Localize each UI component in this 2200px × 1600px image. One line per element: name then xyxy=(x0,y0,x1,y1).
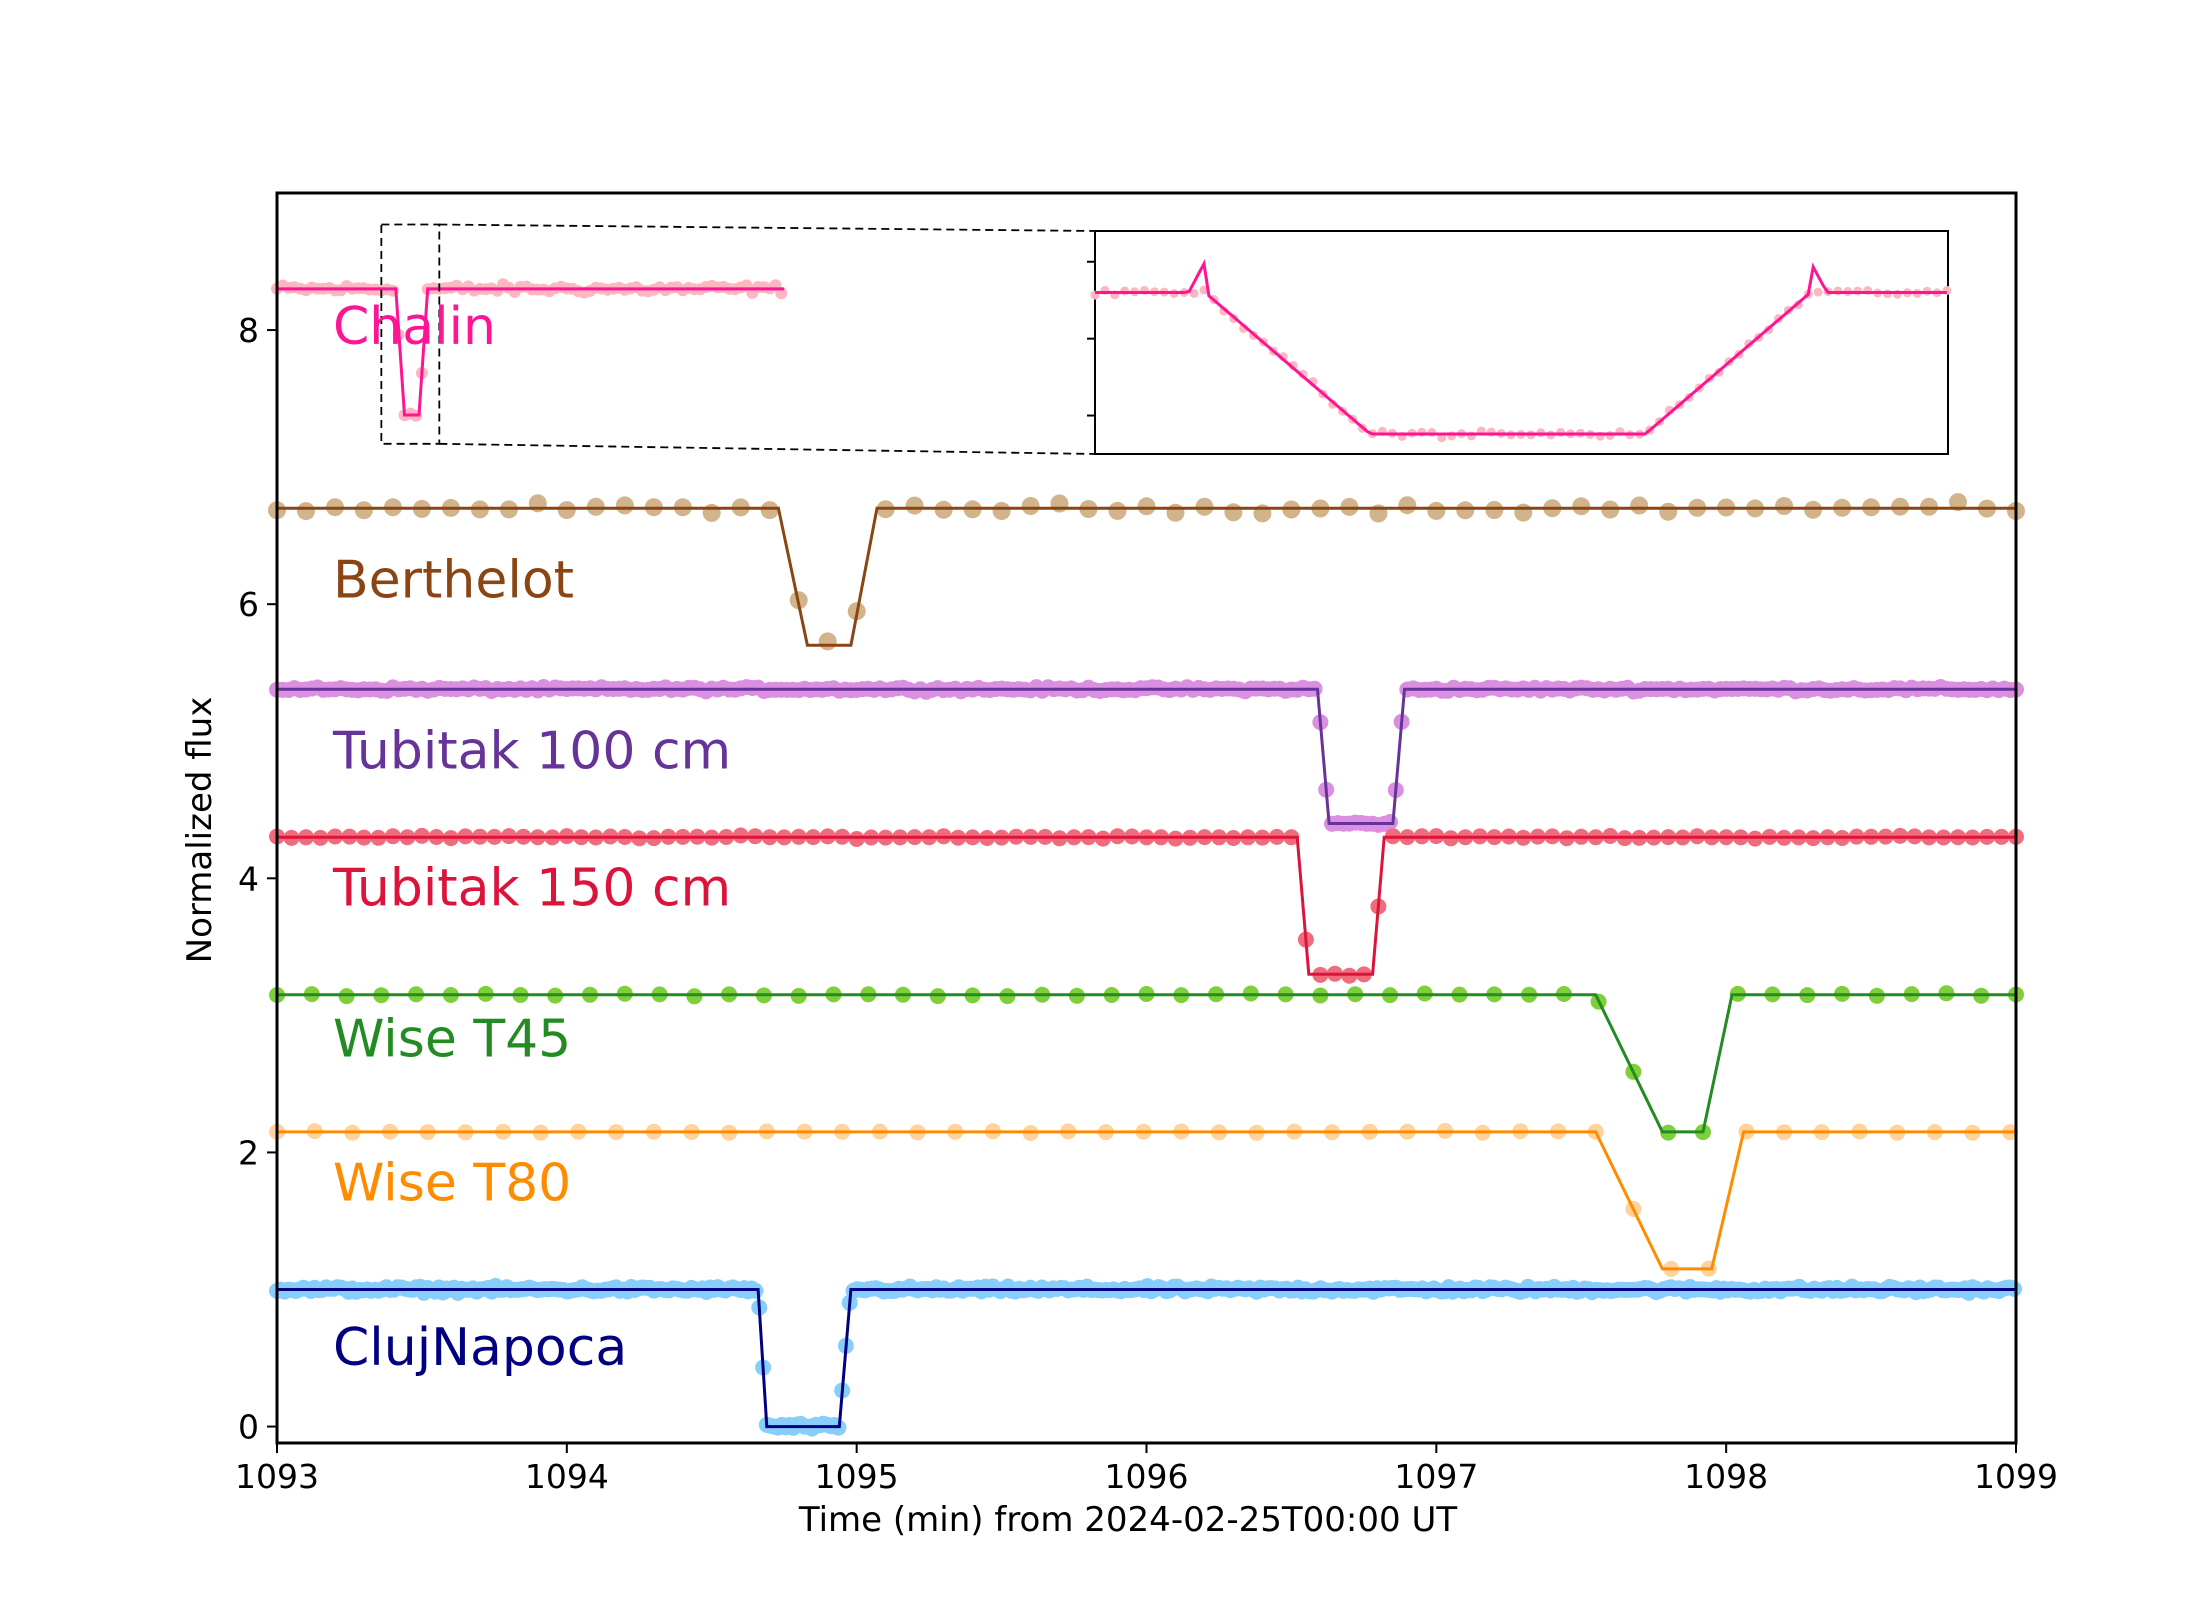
model-line xyxy=(277,1288,2016,1429)
model-line xyxy=(277,1130,2016,1271)
series-label: Wise T45 xyxy=(333,1010,571,1070)
x-tick-label: 1095 xyxy=(815,1457,899,1496)
y-tick-label: 0 xyxy=(238,1408,259,1447)
data-point xyxy=(1021,497,1040,515)
data-point xyxy=(1224,503,1243,522)
y-tick-label: 2 xyxy=(238,1133,259,1172)
zoom-region-box xyxy=(380,223,441,445)
data-point xyxy=(1050,494,1069,513)
series-tubitak-100-cm xyxy=(269,679,2024,833)
data-point xyxy=(934,500,953,519)
data-point xyxy=(1166,503,1185,522)
data-point xyxy=(557,501,576,520)
data-point xyxy=(297,502,315,521)
series-tubitak-150-cm xyxy=(269,827,2024,984)
zoom-connector-bottom xyxy=(439,442,1096,455)
x-tick-label: 1093 xyxy=(235,1457,319,1496)
model-line xyxy=(277,287,785,417)
y-tick-label: 4 xyxy=(238,859,259,898)
data-point xyxy=(1398,496,1417,515)
data-point xyxy=(615,496,634,515)
series-clujnapoca xyxy=(269,1277,2022,1437)
data-point xyxy=(1949,493,1967,512)
inset-data-point xyxy=(1120,286,1130,296)
data-point xyxy=(848,831,865,847)
series-labels: Chalin Berthelot Tubitak 100 cm Tubitak 150… xyxy=(332,297,731,1378)
zoom-inset xyxy=(380,223,1952,455)
series-label: Chalin xyxy=(333,297,496,357)
series-wise-t80 xyxy=(269,1122,2019,1277)
data-point xyxy=(1137,497,1156,516)
inset-data-point xyxy=(1189,288,1199,298)
model-line xyxy=(277,506,2016,647)
x-axis-title: Time (min) from 2024-02-25T00:00 UT xyxy=(798,1500,1457,1540)
x-tick-label: 1097 xyxy=(1394,1457,1478,1496)
data-point xyxy=(1427,501,1446,520)
plot-area xyxy=(268,278,2025,1437)
inset-data-point xyxy=(1556,427,1566,437)
series-label: ClujNapoca xyxy=(333,1318,627,1378)
data-point xyxy=(732,827,749,844)
data-point xyxy=(992,502,1011,520)
x-tick-label: 1094 xyxy=(525,1457,609,1496)
model-line xyxy=(277,993,2016,1134)
x-tick-label: 1099 xyxy=(1974,1457,2058,1496)
y-tick-label: 8 xyxy=(238,311,259,350)
data-point xyxy=(1804,500,1823,519)
data-point xyxy=(760,501,779,520)
data-point xyxy=(354,501,373,520)
model-line xyxy=(277,687,2016,825)
series-berthelot xyxy=(268,493,2025,651)
data-point xyxy=(1659,502,1678,521)
y-axis-title: Normalized flux xyxy=(180,697,220,964)
data-point xyxy=(1108,501,1127,520)
series-wise-t45 xyxy=(269,985,2024,1141)
inset-data-point xyxy=(1427,427,1437,437)
data-point xyxy=(1572,497,1591,516)
inset-data-point xyxy=(1813,287,1823,297)
data-point xyxy=(905,496,924,515)
data-point xyxy=(1775,497,1794,515)
data-point xyxy=(702,503,721,522)
model-line xyxy=(277,835,2016,976)
zoom-connector-top xyxy=(439,223,1096,232)
inset-model-line xyxy=(1095,259,1947,436)
series-label: Berthelot xyxy=(333,550,574,610)
data-point xyxy=(818,632,837,651)
axes: 1093 1094 1095 1096 1097 1098 1099 0 2 4 6 8 xyxy=(235,191,2058,1496)
x-tick-label: 1098 xyxy=(1684,1457,1768,1496)
y-tick-label: 6 xyxy=(238,585,259,624)
series-label: Wise T80 xyxy=(333,1153,571,1213)
series-label: Tubitak 100 cm xyxy=(332,722,731,782)
series-chalin xyxy=(271,278,788,422)
data-point xyxy=(1630,496,1649,515)
series-label: Tubitak 150 cm xyxy=(332,859,731,919)
x-tick-label: 1096 xyxy=(1105,1457,1189,1496)
data-point xyxy=(1485,501,1504,519)
data-point xyxy=(1514,503,1533,522)
data-point xyxy=(1456,501,1475,520)
inset-frame xyxy=(1094,230,1949,455)
